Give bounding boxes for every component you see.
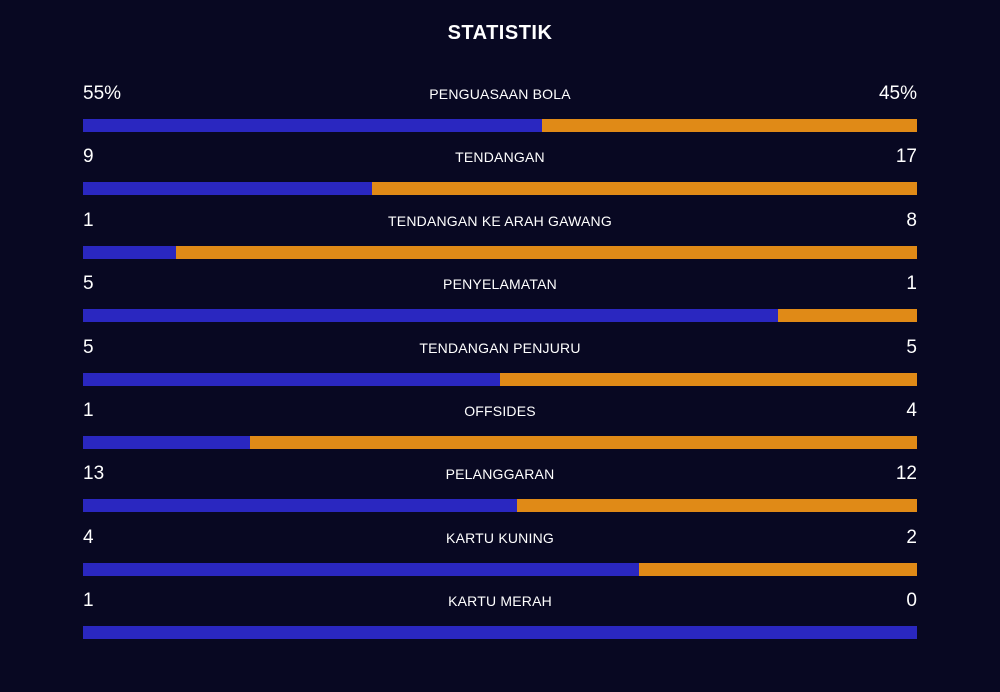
home-bar-segment <box>83 626 917 640</box>
comparison-bar <box>83 372 917 386</box>
comparison-bar <box>83 499 917 513</box>
home-value: 4 <box>83 526 94 548</box>
away-value: 8 <box>906 209 917 231</box>
comparison-bar <box>83 245 917 259</box>
comparison-bar <box>83 435 917 449</box>
comparison-bar <box>83 309 917 323</box>
comparison-bar <box>83 182 917 196</box>
away-bar-segment <box>500 372 917 386</box>
away-value: 17 <box>895 146 917 168</box>
home-bar-segment <box>83 182 372 196</box>
away-bar-segment <box>516 499 917 513</box>
comparison-bar <box>83 626 917 640</box>
away-value: 2 <box>906 526 917 548</box>
away-bar-segment <box>638 562 917 576</box>
comparison-bar <box>83 119 917 132</box>
away-value: 0 <box>906 590 917 612</box>
stat-label: TENDANGAN <box>455 149 545 166</box>
home-bar-segment <box>83 245 176 259</box>
comparison-bar <box>83 562 917 576</box>
away-bar-segment <box>541 119 917 132</box>
away-bar-segment <box>778 309 917 323</box>
stats-list: 55% PENGUASAAN BOLA 45% 9 TENDANGAN 17 <box>83 80 917 651</box>
stat-row-possession: 55% PENGUASAAN BOLA 45% <box>83 80 917 143</box>
stat-label: TENDANGAN KE ARAH GAWANG <box>388 212 612 229</box>
away-value: 1 <box>906 273 917 295</box>
stat-row-yellow-cards: 4 KARTU KUNING 2 <box>83 524 917 587</box>
away-bar-segment <box>371 182 917 196</box>
stat-label: KARTU KUNING <box>446 529 554 546</box>
home-value: 55% <box>83 83 122 104</box>
page-title: STATISTIK <box>447 22 553 44</box>
home-value: 1 <box>83 209 94 231</box>
stat-row-red-cards: 1 KARTU MERAH 0 <box>83 587 917 650</box>
home-value: 1 <box>83 590 94 612</box>
stat-row-shots: 9 TENDANGAN 17 <box>83 143 917 206</box>
away-value: 4 <box>906 399 917 421</box>
stat-label: TENDANGAN PENJURU <box>419 339 581 356</box>
away-value: 12 <box>895 463 917 485</box>
stat-row-offsides: 1 OFFSIDES 4 <box>83 397 917 460</box>
home-value: 13 <box>83 463 105 485</box>
home-bar-segment <box>83 435 250 449</box>
away-value: 5 <box>906 336 917 358</box>
home-value: 5 <box>83 336 94 358</box>
stat-label: PENYELAMATAN <box>443 276 557 293</box>
home-bar-segment <box>83 119 542 132</box>
stat-row-saves: 5 PENYELAMATAN 1 <box>83 270 917 333</box>
home-bar-segment <box>83 562 639 576</box>
home-value: 1 <box>83 399 94 421</box>
away-bar-segment <box>175 245 917 259</box>
stat-label: PELANGGARAN <box>445 466 555 483</box>
home-bar-segment <box>83 499 517 513</box>
home-bar-segment <box>83 372 500 386</box>
stat-row-shots-on-target: 1 TENDANGAN KE ARAH GAWANG 8 <box>83 207 917 270</box>
away-value: 45% <box>878 83 917 104</box>
stat-label: KARTU MERAH <box>448 593 552 610</box>
stat-label: PENGUASAAN BOLA <box>429 86 571 102</box>
away-bar-segment <box>249 435 917 449</box>
stat-label: OFFSIDES <box>464 402 536 419</box>
stat-row-fouls: 13 PELANGGARAN 12 <box>83 460 917 523</box>
home-value: 9 <box>83 146 94 168</box>
stat-row-corners: 5 TENDANGAN PENJURU 5 <box>83 334 917 397</box>
home-bar-segment <box>83 309 778 323</box>
home-value: 5 <box>83 273 94 295</box>
